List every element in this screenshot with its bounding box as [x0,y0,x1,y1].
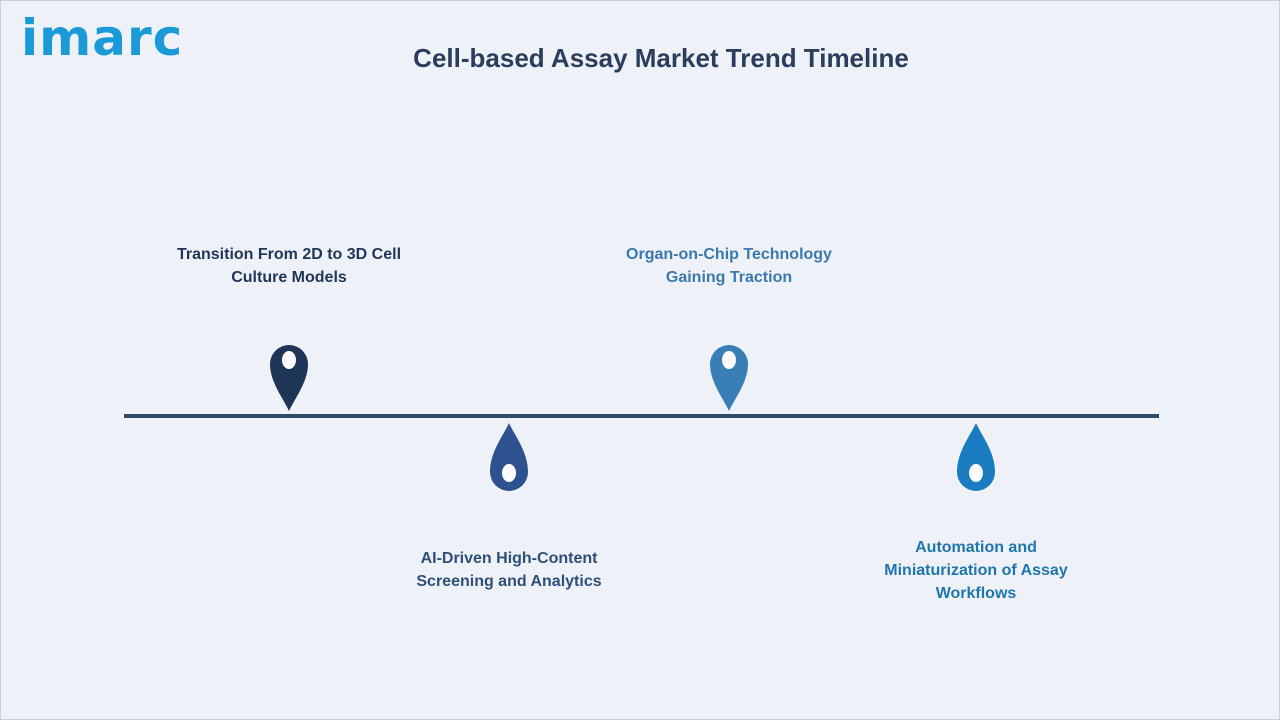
page-title: Cell-based Assay Market Trend Timeline [413,43,909,73]
milestone-label-4: Automation and Miniaturization of Assay … [884,539,1068,602]
timeline-line [124,414,1159,418]
imarc-logo: imarc [21,9,184,67]
milestone-label-3: Organ-on-Chip Technology Gaining Tractio… [626,246,832,286]
droplet-icon [957,423,995,491]
milestone-label-1: Transition From 2D to 3D Cell Culture Mo… [176,246,402,286]
droplet-icon [490,423,528,491]
map-pin-icon [270,345,308,411]
map-pin-icon [710,345,748,411]
milestone-label-2: AI-Driven High-Content Screening and Ana… [416,550,602,590]
